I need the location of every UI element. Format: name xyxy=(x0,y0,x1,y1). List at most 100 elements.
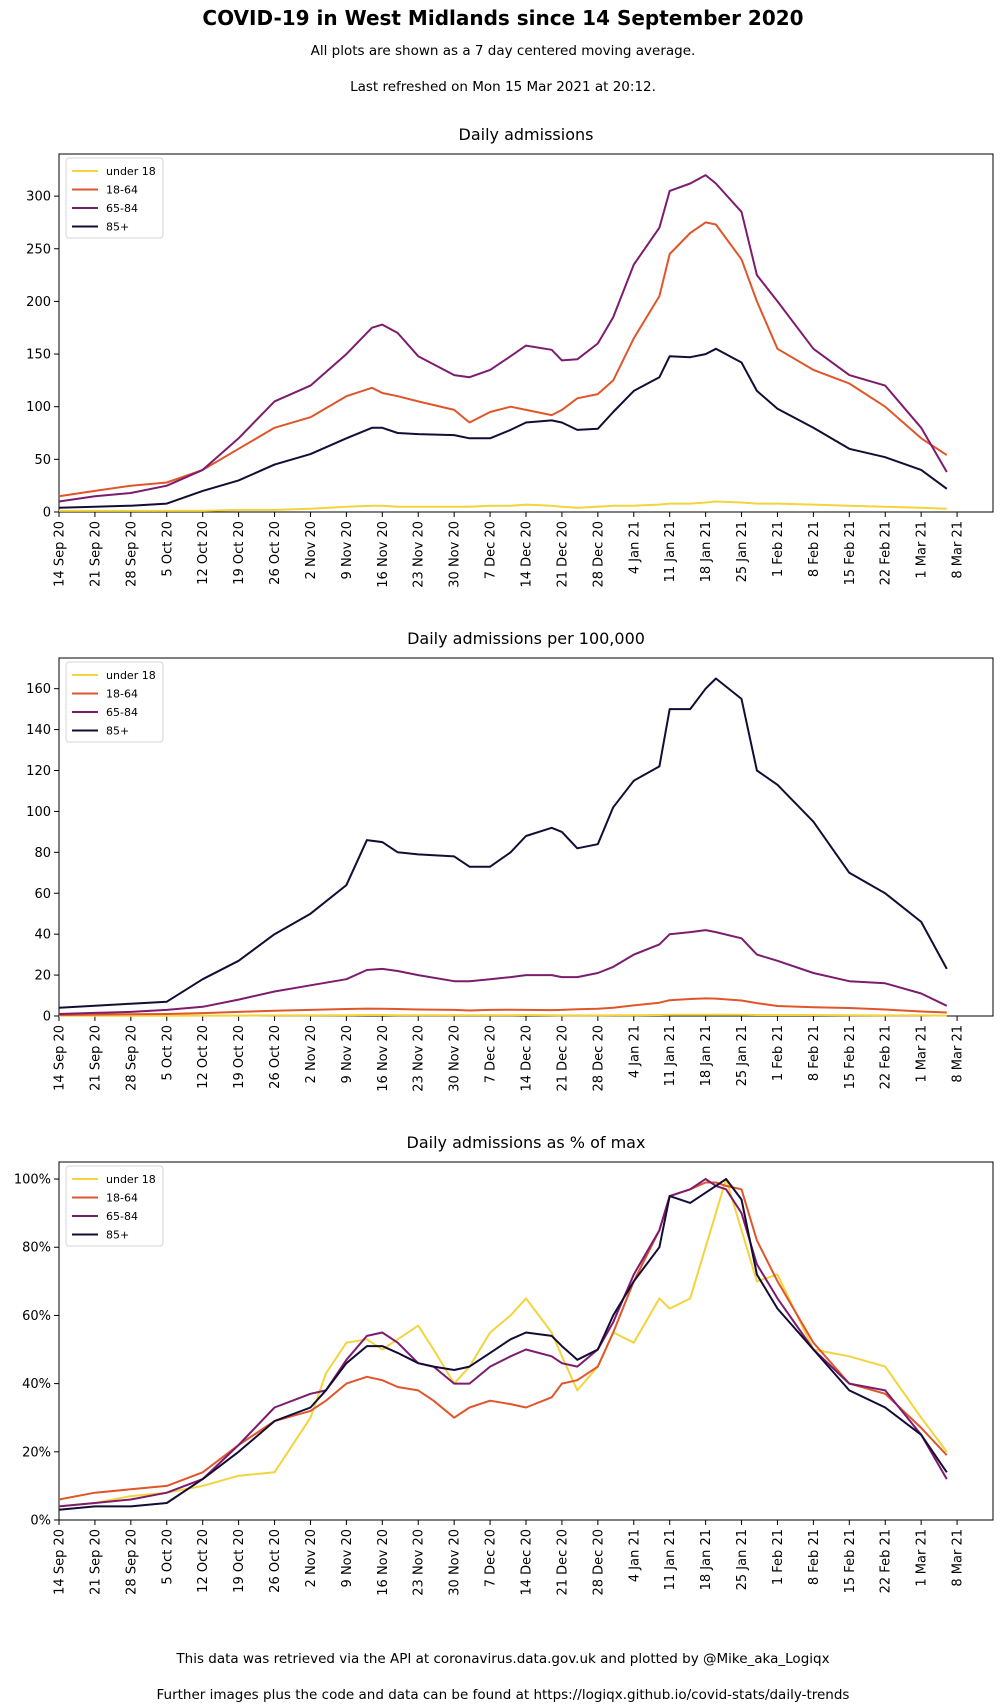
x-tick-label: 4 Jan 21 xyxy=(627,1025,642,1078)
x-tick-label: 15 Feb 21 xyxy=(843,1025,858,1089)
y-tick-label: 0 xyxy=(43,506,51,521)
x-tick-label: 22 Feb 21 xyxy=(879,521,894,585)
x-tick-label: 18 Jan 21 xyxy=(699,1025,714,1086)
x-tick-label: 11 Jan 21 xyxy=(663,1025,678,1086)
x-tick-label: 12 Oct 20 xyxy=(196,521,211,585)
x-tick-label: 15 Feb 21 xyxy=(843,1529,858,1593)
legend-label-85: 85+ xyxy=(106,725,129,738)
x-tick-label: 2 Nov 20 xyxy=(304,1529,319,1587)
x-tick-label: 30 Nov 20 xyxy=(448,1025,463,1092)
y-tick-label: 160 xyxy=(26,682,51,697)
x-tick-label: 14 Sep 20 xyxy=(53,1025,68,1091)
x-tick-label: 16 Nov 20 xyxy=(376,1529,391,1596)
y-tick-label: 80% xyxy=(22,1241,51,1256)
x-tick-label: 12 Oct 20 xyxy=(196,1529,211,1593)
y-tick-label: 60% xyxy=(22,1309,51,1324)
x-tick-label: 14 Dec 20 xyxy=(520,1025,535,1092)
x-tick-label: 11 Jan 21 xyxy=(663,521,678,582)
plot-frame xyxy=(58,153,994,513)
series-line-65-84 xyxy=(58,174,948,503)
x-tick-label: 15 Feb 21 xyxy=(843,521,858,585)
x-tick-label: 1 Mar 21 xyxy=(915,521,930,579)
x-tick-label: 2 Nov 20 xyxy=(304,521,319,579)
x-tick-label: 26 Oct 20 xyxy=(268,521,283,585)
legend-label-65-84: 65-84 xyxy=(106,1210,138,1223)
x-tick-label: 1 Mar 21 xyxy=(915,1025,930,1083)
x-tick-label: 21 Sep 20 xyxy=(88,521,103,587)
x-tick-label: 25 Jan 21 xyxy=(735,521,750,582)
x-tick-label: 11 Jan 21 xyxy=(663,1529,678,1590)
x-tick-label: 28 Sep 20 xyxy=(124,1025,139,1091)
x-tick-label: 26 Oct 20 xyxy=(268,1025,283,1089)
x-tick-label: 8 Feb 21 xyxy=(807,1025,822,1081)
x-tick-label: 14 Dec 20 xyxy=(520,521,535,588)
x-tick-label: 30 Nov 20 xyxy=(448,1529,463,1596)
y-tick-label: 40% xyxy=(22,1377,51,1392)
page-subtitle: All plots are shown as a 7 day centered … xyxy=(310,43,696,59)
x-tick-label: 5 Oct 20 xyxy=(160,1529,175,1585)
x-tick-label: 8 Mar 21 xyxy=(951,1025,966,1083)
y-tick-label: 100 xyxy=(26,400,51,415)
legend-label-18-64: 18-64 xyxy=(106,688,138,701)
x-tick-label: 8 Feb 21 xyxy=(807,521,822,577)
y-tick-label: 100 xyxy=(26,805,51,820)
x-tick-label: 8 Mar 21 xyxy=(951,521,966,579)
legend-label-85: 85+ xyxy=(106,221,129,234)
y-tick-label: 20% xyxy=(22,1445,51,1460)
x-tick-label: 2 Nov 20 xyxy=(304,1025,319,1083)
x-tick-label: 30 Nov 20 xyxy=(448,521,463,588)
x-tick-label: 7 Dec 20 xyxy=(484,1529,499,1587)
legend-label-under-18: under 18 xyxy=(106,165,156,178)
x-tick-label: 25 Jan 21 xyxy=(735,1025,750,1086)
x-tick-label: 19 Oct 20 xyxy=(232,1529,247,1593)
y-tick-label: 0 xyxy=(43,1010,51,1025)
legend-box xyxy=(65,1165,164,1247)
y-tick-label: 150 xyxy=(26,348,51,363)
legend-box xyxy=(65,661,164,743)
x-tick-label: 18 Jan 21 xyxy=(699,521,714,582)
x-tick-label: 9 Nov 20 xyxy=(340,1529,355,1587)
y-tick-label: 200 xyxy=(26,295,51,310)
x-tick-label: 26 Oct 20 xyxy=(268,1529,283,1593)
x-tick-label: 28 Dec 20 xyxy=(591,521,606,588)
y-tick-label: 60 xyxy=(34,887,51,902)
x-tick-label: 14 Sep 20 xyxy=(53,521,68,587)
x-tick-label: 16 Nov 20 xyxy=(376,1025,391,1092)
y-tick-label: 20 xyxy=(34,969,51,984)
legend-label-under-18: under 18 xyxy=(106,1173,156,1186)
legend-label-65-84: 65-84 xyxy=(106,202,138,215)
chart-daily-admissions-percent-of-max: Daily admissions as % of max 0% 20% 40% 60% 8… xyxy=(14,1133,994,1596)
x-tick-label: 21 Dec 20 xyxy=(555,521,570,588)
footer-source-text: This data was retrieved via the API at c… xyxy=(176,1651,830,1667)
chart-daily-admissions: Daily admissions 0 50 100 150 200 250 300 14 Sep… xyxy=(26,125,994,588)
x-tick-label: 12 Oct 20 xyxy=(196,1025,211,1089)
y-tick-label: 140 xyxy=(26,723,51,738)
x-tick-label: 19 Oct 20 xyxy=(232,521,247,585)
x-tick-label: 8 Feb 21 xyxy=(807,1529,822,1585)
series-line-18-64 xyxy=(58,221,948,498)
chart-title: Daily admissions as % of max xyxy=(407,1133,646,1152)
plot-frame xyxy=(58,1161,994,1521)
y-tick-label: 0% xyxy=(30,1514,51,1529)
y-tick-label: 40 xyxy=(34,928,51,943)
x-tick-label: 9 Nov 20 xyxy=(340,521,355,579)
x-tick-label: 9 Nov 20 xyxy=(340,1025,355,1083)
x-tick-label: 7 Dec 20 xyxy=(484,1025,499,1083)
series-line-under-18 xyxy=(59,1013,947,1017)
x-tick-label: 25 Jan 21 xyxy=(735,1529,750,1590)
series-line-85 xyxy=(58,347,948,509)
x-tick-label: 21 Sep 20 xyxy=(88,1025,103,1091)
legend-label-18-64: 18-64 xyxy=(106,184,138,197)
legend-label-65-84: 65-84 xyxy=(106,706,138,719)
x-tick-label: 28 Dec 20 xyxy=(591,1025,606,1092)
series-line-under-18 xyxy=(58,1178,948,1508)
x-tick-label: 21 Dec 20 xyxy=(555,1529,570,1596)
chart-daily-admissions-per-100k: Daily admissions per 100,000 0 20 40 60 80 100… xyxy=(26,629,994,1092)
x-tick-label: 16 Nov 20 xyxy=(376,521,391,588)
y-tick-label: 50 xyxy=(34,453,51,468)
x-tick-label: 4 Jan 21 xyxy=(627,1529,642,1582)
series-line-85 xyxy=(58,677,948,1009)
x-tick-label: 28 Sep 20 xyxy=(124,521,139,587)
x-tick-label: 23 Nov 20 xyxy=(412,1529,427,1596)
y-tick-label: 100% xyxy=(14,1173,51,1188)
